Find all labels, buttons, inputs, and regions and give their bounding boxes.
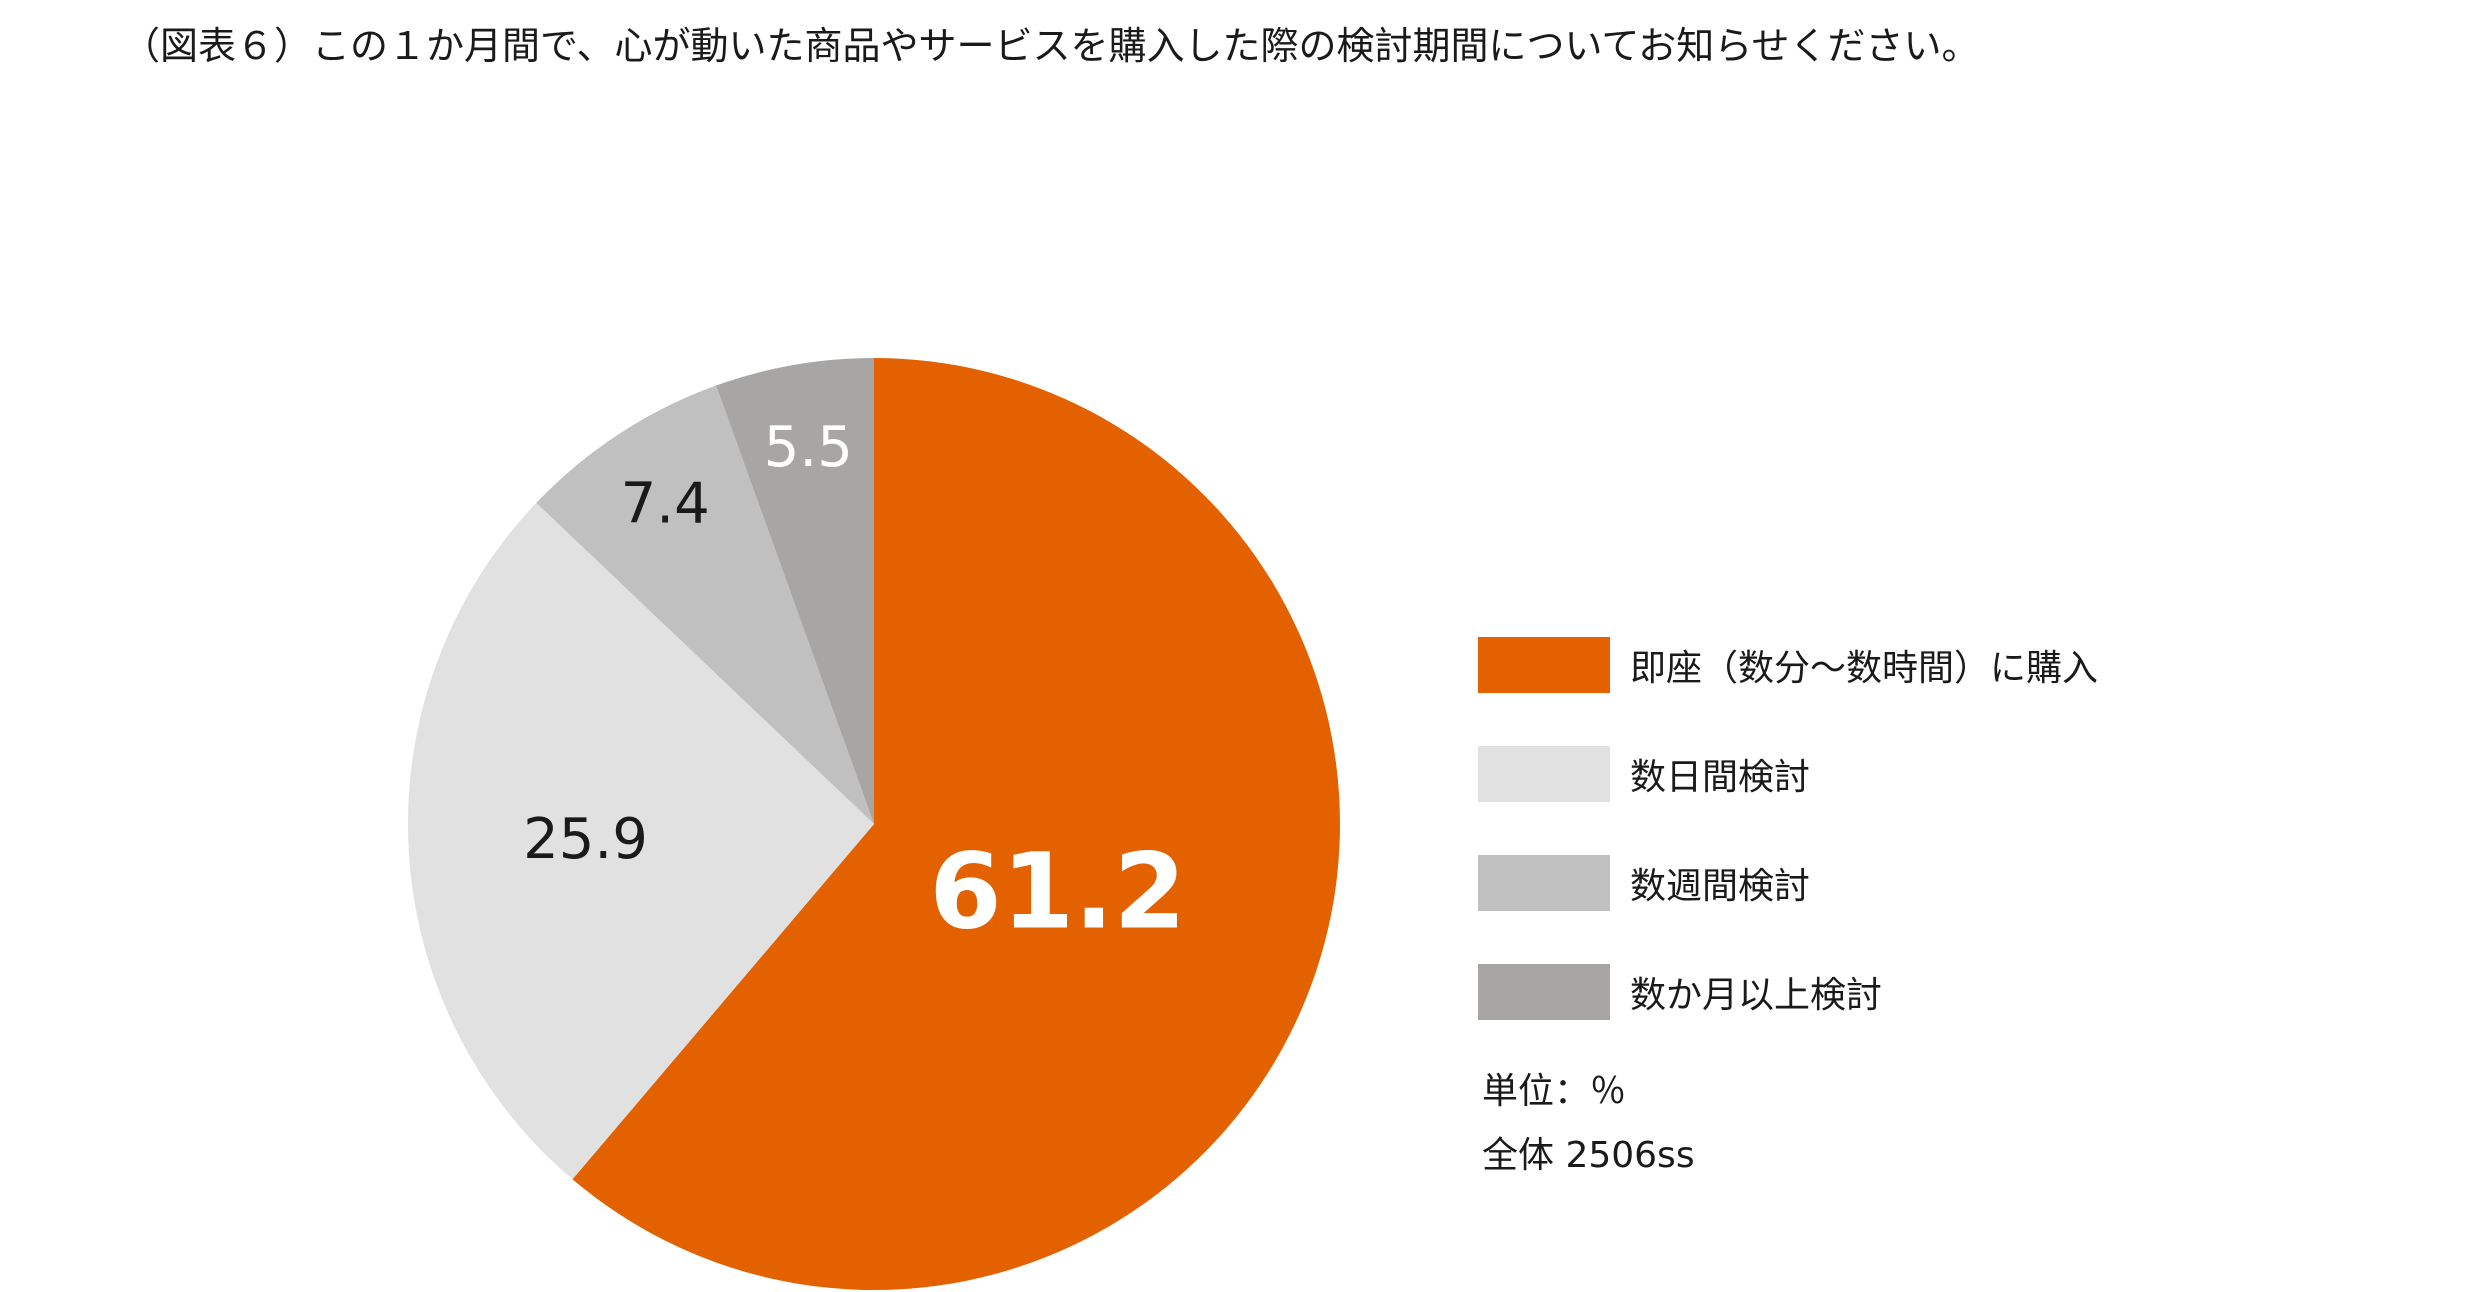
legend-swatch-weeks [1478,855,1610,911]
chart-title: （図表６）この１か月間で、心が動いた商品やサービスを購入した際の検討期間について… [122,24,1980,68]
chart-notes: 単位：％ 全体 2506ss [1482,1060,1695,1188]
legend-label-months: 数か月以上検討 [1630,975,1883,1016]
pie-slice-labels: 61.2 25.9 7.4 5.5 [523,415,1186,952]
legend-label-days: 数日間検討 [1630,757,1811,798]
unit-note: 単位：％ [1482,1071,1627,1112]
pie-slice-days [407,502,874,1180]
pie-label-immediate: 61.2 [929,830,1186,952]
legend-swatch-days [1478,746,1610,802]
pie-slice-immediate [572,358,1341,1290]
legend-label-weeks: 数週間検討 [1630,866,1811,907]
pie-slices [407,358,1341,1290]
legend-item-days: 数日間検討 [1478,746,2098,802]
pie-label-months: 5.5 [764,415,853,480]
legend-item-immediate: 即座（数分〜数時間）に購入 [1478,637,2098,693]
pie-label-days: 25.9 [523,807,648,872]
legend-label-immediate: 即座（数分〜数時間）に購入 [1630,648,2099,689]
pie-slice-weeks [536,385,874,824]
legend-swatch-months [1478,964,1610,1020]
sample-size-note: 全体 2506ss [1482,1135,1695,1176]
pie-label-weeks: 7.4 [621,471,710,536]
legend-swatch-immediate [1478,637,1610,693]
legend-item-months: 数か月以上検討 [1478,964,2098,1020]
legend-item-weeks: 数週間検討 [1478,855,2098,911]
pie-slice-months [716,358,874,824]
legend: 即座（数分〜数時間）に購入 数日間検討 数週間検討 数か月以上検討 [1478,637,2098,1073]
